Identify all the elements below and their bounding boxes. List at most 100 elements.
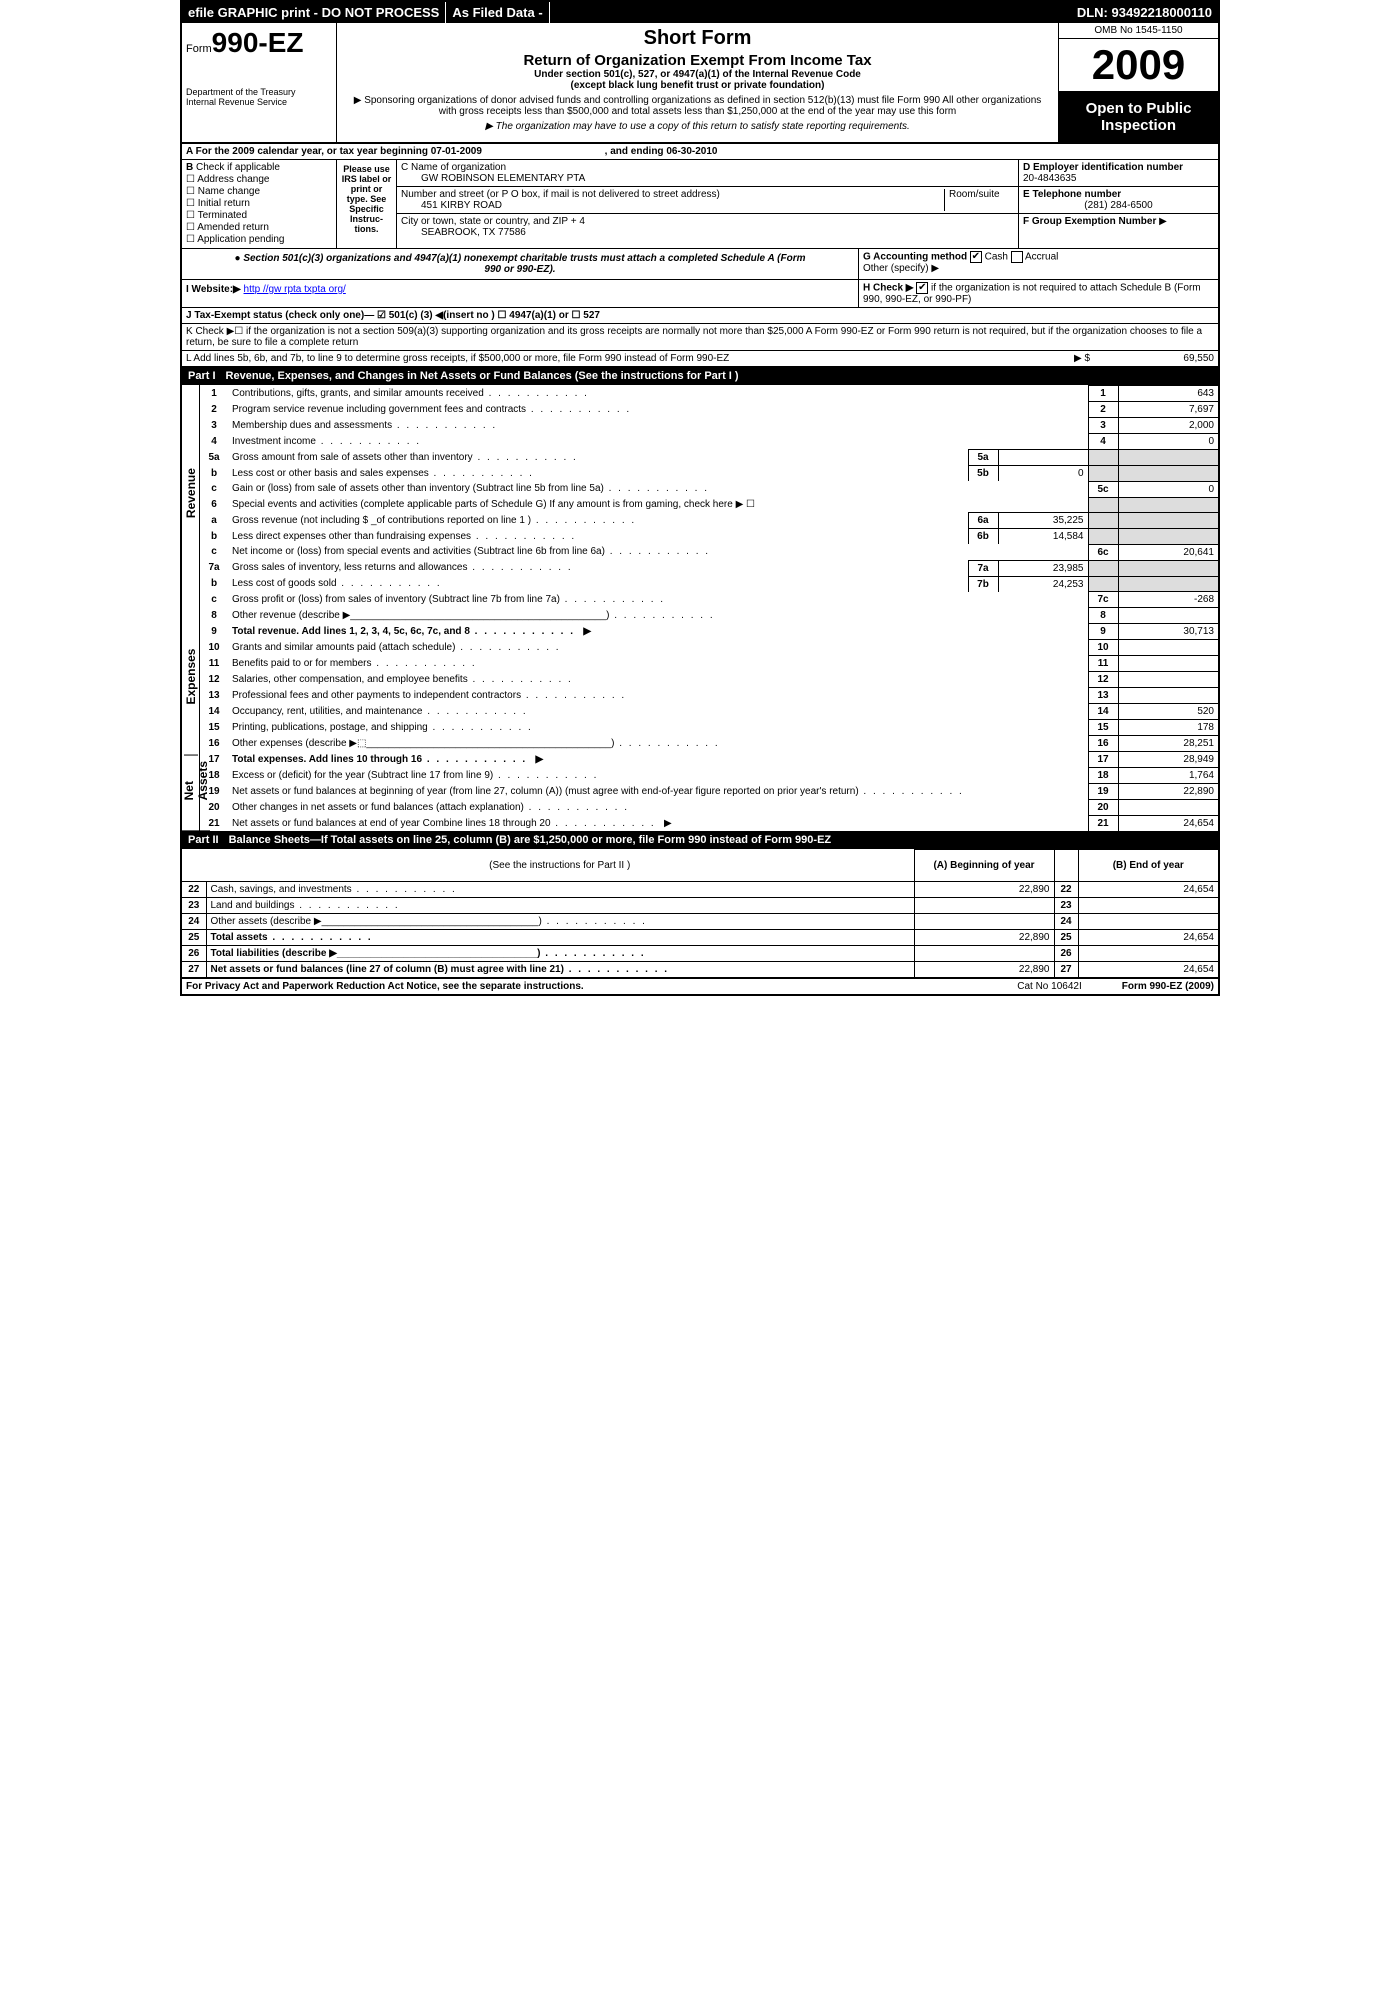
line-row: 20Other changes in net assets or fund ba… bbox=[200, 800, 1218, 816]
ck-initial-return[interactable]: ☐ Initial return bbox=[186, 198, 332, 209]
org-name: GW ROBINSON ELEMENTARY PTA bbox=[421, 173, 585, 184]
room-suite-label: Room/suite bbox=[944, 189, 1014, 211]
section-a: A For the 2009 calendar year, or tax yea… bbox=[182, 144, 1218, 160]
g-label: G Accounting method bbox=[863, 252, 967, 263]
ck-amended[interactable]: ☐ Amended return bbox=[186, 222, 332, 233]
org-city: SEABROOK, TX 77586 bbox=[421, 227, 526, 238]
header-row: Form990-EZ Department of the Treasury In… bbox=[182, 23, 1218, 144]
i-label: I Website:▶ bbox=[186, 284, 241, 295]
line-row: 3Membership dues and assessments32,000 bbox=[200, 418, 1218, 434]
section-501-row: ● Section 501(c)(3) organizations and 49… bbox=[182, 249, 1218, 280]
part1-header: Part I Revenue, Expenses, and Changes in… bbox=[182, 367, 1218, 385]
f-label: F Group Exemption Number bbox=[1023, 216, 1156, 227]
ein-value: 20-4843635 bbox=[1023, 173, 1076, 184]
section-g: G Accounting method ✔ Cash Accrual Other… bbox=[858, 249, 1218, 279]
bs-row: 23Land and buildings23 bbox=[182, 897, 1218, 913]
ck-name-change[interactable]: ☐ Name change bbox=[186, 186, 332, 197]
line-row: 6Special events and activities (complete… bbox=[200, 497, 1218, 513]
website-link[interactable]: http //gw rpta txpta org/ bbox=[244, 284, 346, 295]
part1-table: 1Contributions, gifts, grants, and simil… bbox=[200, 385, 1218, 831]
section-k: K Check ▶☐ if the organization is not a … bbox=[182, 324, 1218, 351]
line-row: 17Total expenses. Add lines 10 through 1… bbox=[200, 752, 1218, 768]
ck-cash[interactable]: ✔ bbox=[970, 251, 982, 263]
line-row: bLess cost or other basis and sales expe… bbox=[200, 466, 1218, 482]
line-row: 16Other expenses (describe ▶⬚___________… bbox=[200, 736, 1218, 752]
l-text: L Add lines 5b, 6b, and 7b, to line 9 to… bbox=[186, 353, 1074, 364]
dept-irs: Internal Revenue Service bbox=[186, 97, 332, 107]
please-label: Please use IRS label or print or type. S… bbox=[337, 160, 397, 248]
line-row: 2Program service revenue including gover… bbox=[200, 402, 1218, 418]
line-row: 13Professional fees and other payments t… bbox=[200, 688, 1218, 704]
revenue-side: Revenue Expenses Net Assets bbox=[182, 385, 200, 831]
tax-year: 2009 bbox=[1059, 39, 1218, 92]
f-arrow: ▶ bbox=[1159, 216, 1167, 227]
h-label: H Check ▶ bbox=[863, 283, 913, 294]
line-row: 18Excess or (deficit) for the year (Subt… bbox=[200, 768, 1218, 784]
line-row: 12Salaries, other compensation, and empl… bbox=[200, 672, 1218, 688]
form-box: Form990-EZ Department of the Treasury In… bbox=[182, 23, 337, 142]
line-row: cGain or (loss) from sale of assets othe… bbox=[200, 481, 1218, 497]
l-value: 69,550 bbox=[1114, 353, 1214, 364]
state-note: ▶ The organization may have to use a cop… bbox=[345, 121, 1050, 132]
bs-row: 26Total liabilities (describe ▶_________… bbox=[182, 945, 1218, 961]
bc-row: B Check if applicable ☐ Address change ☐… bbox=[182, 160, 1218, 249]
page-footer: For Privacy Act and Paperwork Reduction … bbox=[182, 978, 1218, 994]
short-form-label: Short Form bbox=[345, 27, 1050, 50]
top-bar: efile GRAPHIC print - DO NOT PROCESS As … bbox=[182, 2, 1218, 23]
line-row: aGross revenue (not including $ _of cont… bbox=[200, 513, 1218, 529]
c-addr-label: Number and street (or P O box, if mail i… bbox=[401, 189, 720, 200]
line-row: cGross profit or (loss) from sales of in… bbox=[200, 592, 1218, 608]
j-text: J Tax-Exempt status (check only one)— ☑ … bbox=[186, 310, 600, 321]
line-row: 10Grants and similar amounts paid (attac… bbox=[200, 640, 1218, 656]
de-column: D Employer identification number 20-4843… bbox=[1018, 160, 1218, 248]
form-prefix: Form bbox=[186, 43, 212, 55]
part1-label: Part I bbox=[188, 370, 226, 382]
title-box: Short Form Return of Organization Exempt… bbox=[337, 23, 1058, 142]
open-inspection: Open to Public Inspection bbox=[1059, 92, 1218, 142]
line-row: 4Investment income40 bbox=[200, 434, 1218, 450]
footer-formref: Form 990-EZ (2009) bbox=[1122, 981, 1214, 992]
line-row: 19Net assets or fund balances at beginni… bbox=[200, 784, 1218, 800]
line-row: 15Printing, publications, postage, and s… bbox=[200, 720, 1218, 736]
section-a-ending: , and ending 06-30-2010 bbox=[605, 146, 718, 157]
footer-privacy: For Privacy Act and Paperwork Reduction … bbox=[186, 981, 584, 992]
b-hint: Check if applicable bbox=[196, 162, 280, 173]
section-j: J Tax-Exempt status (check only one)— ☑ … bbox=[182, 308, 1218, 324]
sponsor-note: ▶ Sponsoring organizations of donor advi… bbox=[345, 95, 1050, 117]
section-501-text: ● Section 501(c)(3) organizations and 49… bbox=[186, 253, 854, 275]
part1-title: Revenue, Expenses, and Changes in Net As… bbox=[226, 370, 739, 382]
d-label: D Employer identification number bbox=[1023, 162, 1183, 173]
section-l: L Add lines 5b, 6b, and 7b, to line 9 to… bbox=[182, 351, 1218, 367]
footer-catno: Cat No 10642I bbox=[1017, 981, 1082, 992]
line-row: bLess direct expenses other than fundrai… bbox=[200, 529, 1218, 545]
e-label: E Telephone number bbox=[1023, 189, 1121, 200]
line-row: cNet income or (loss) from special event… bbox=[200, 544, 1218, 560]
phone-value: (281) 284-6500 bbox=[1023, 200, 1214, 211]
main-title: Return of Organization Exempt From Incom… bbox=[345, 52, 1050, 69]
line-row: 8Other revenue (describe ▶______________… bbox=[200, 608, 1218, 624]
efile-notice: efile GRAPHIC print - DO NOT PROCESS bbox=[182, 2, 446, 23]
h-text: if the organization is not required to a… bbox=[863, 283, 1201, 305]
line-row: 21Net assets or fund balances at end of … bbox=[200, 816, 1218, 832]
year-box: OMB No 1545-1150 2009 Open to Public Ins… bbox=[1058, 23, 1218, 142]
ck-pending[interactable]: ☐ Application pending bbox=[186, 234, 332, 245]
ck-h[interactable]: ✔ bbox=[916, 282, 928, 294]
section-h: H Check ▶ ✔ if the organization is not r… bbox=[858, 280, 1218, 307]
line-row: 5aGross amount from sale of assets other… bbox=[200, 450, 1218, 466]
b-label: B bbox=[186, 162, 193, 173]
line-row: bLess cost of goods sold7b24,253 bbox=[200, 576, 1218, 592]
ck-terminated[interactable]: ☐ Terminated bbox=[186, 210, 332, 221]
subtitle: Under section 501(c), 527, or 4947(a)(1)… bbox=[345, 69, 1050, 80]
ck-address-change[interactable]: ☐ Address change bbox=[186, 174, 332, 185]
ck-accrual[interactable] bbox=[1011, 251, 1023, 263]
line-row: 9Total revenue. Add lines 1, 2, 3, 4, 5c… bbox=[200, 624, 1218, 640]
part2-table: (See the instructions for Part II )(A) B… bbox=[182, 849, 1218, 978]
form-990ez-page: efile GRAPHIC print - DO NOT PROCESS As … bbox=[180, 0, 1220, 996]
g-other: Other (specify) ▶ bbox=[863, 263, 939, 274]
bs-row: 24Other assets (describe ▶______________… bbox=[182, 913, 1218, 929]
line-row: 14Occupancy, rent, utilities, and mainte… bbox=[200, 704, 1218, 720]
website-row: I Website:▶ http //gw rpta txpta org/ H … bbox=[182, 280, 1218, 308]
dln-number: DLN: 93492218000110 bbox=[1071, 2, 1218, 23]
line-row: 1Contributions, gifts, grants, and simil… bbox=[200, 386, 1218, 402]
omb-number: OMB No 1545-1150 bbox=[1059, 23, 1218, 39]
